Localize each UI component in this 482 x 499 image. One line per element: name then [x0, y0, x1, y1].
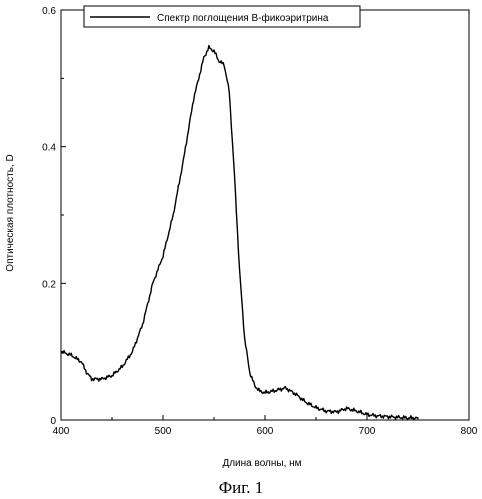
plot-area	[60, 9, 470, 421]
series-line	[60, 44, 419, 421]
y-axis: 0 0.2 0.4 0.6	[42, 6, 66, 427]
y-tick-label: 0.2	[42, 279, 56, 290]
y-tick-label: 0.6	[42, 6, 56, 17]
y-axis-title: Оптическая плотность, D	[5, 154, 16, 271]
x-tick-label: 500	[155, 426, 172, 437]
legend: Спектр поглощения В-фикоэритрина	[83, 5, 361, 28]
series-layer	[60, 44, 419, 421]
legend-box	[83, 5, 361, 28]
y-tick-label: 0.4	[42, 143, 56, 154]
x-axis-title: Длина волны, нм	[222, 458, 301, 469]
plot-frame	[60, 9, 470, 421]
figure-caption: Фиг. 1	[219, 478, 264, 497]
x-tick-label: 400	[53, 426, 70, 437]
x-tick-label: 600	[257, 426, 274, 437]
x-tick-label: 700	[359, 426, 376, 437]
y-tick-label: 0	[50, 416, 56, 427]
x-tick-label: 800	[461, 426, 478, 437]
legend-label: Спектр поглощения В-фикоэритрина	[157, 12, 329, 24]
